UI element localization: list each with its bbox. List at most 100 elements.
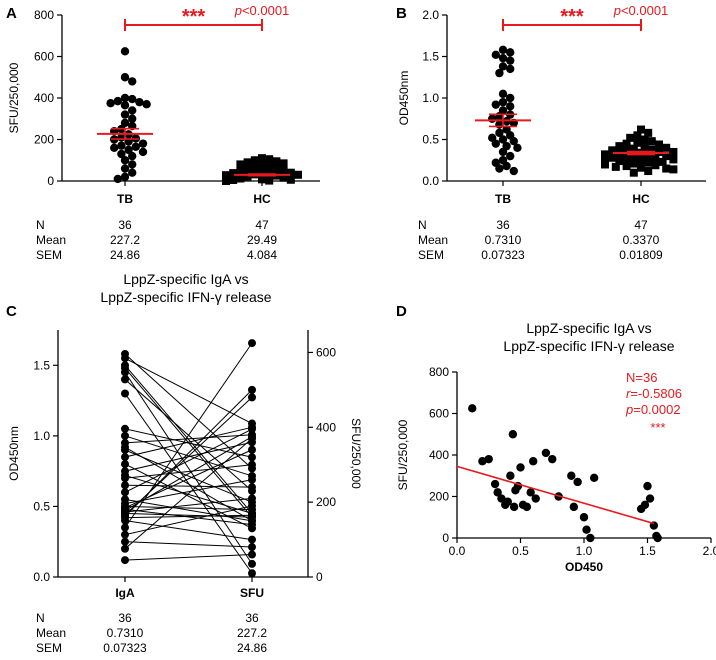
x-tick-label: 1.5	[639, 544, 656, 558]
data-point-circle	[106, 98, 115, 108]
category-label: SFU	[240, 586, 264, 600]
stats-value: 0.07323	[481, 248, 525, 262]
y-tick-label-left: 0.5	[33, 499, 50, 513]
data-point	[589, 473, 599, 483]
y-tick-label: 1.0	[422, 91, 439, 105]
data-point-sfu	[248, 453, 256, 462]
data-point-square	[622, 147, 631, 156]
panel-letter: B	[396, 5, 407, 22]
pair-line	[124, 512, 253, 518]
data-point-square	[647, 137, 656, 146]
data-point-circle	[142, 100, 151, 109]
y-tick-label: 2.0	[422, 8, 439, 22]
pair-line	[124, 464, 253, 479]
data-point-iga	[121, 424, 129, 433]
data-point-square	[662, 164, 671, 173]
data-point-square	[265, 162, 274, 171]
data-point-square	[236, 174, 245, 183]
data-point-circle	[135, 97, 144, 107]
data-point-circle	[498, 135, 508, 144]
y-axis-title-right: SFU/250,000	[349, 418, 363, 489]
data-point-square	[272, 157, 281, 166]
data-point	[531, 494, 540, 503]
data-point	[529, 457, 538, 466]
stats-row-label: SEM	[36, 641, 62, 655]
data-point-circle	[120, 164, 130, 173]
data-point-sfu	[248, 475, 256, 484]
regression-line	[456, 465, 655, 525]
data-point-square	[629, 168, 638, 177]
data-point	[643, 481, 652, 491]
data-point-circle	[117, 141, 126, 150]
stats-value: 24.86	[237, 641, 267, 655]
x-tick-label: 1.0	[576, 544, 593, 558]
x-tick-label: 0.5	[512, 544, 529, 558]
data-point-circle	[120, 101, 130, 110]
data-point-circle	[124, 145, 133, 155]
y-tick-label: 400	[34, 91, 54, 105]
pair-line	[124, 554, 253, 561]
y-axis-title: SFU/250,000	[396, 419, 410, 490]
data-point-square	[644, 167, 653, 176]
data-point-iga	[121, 530, 129, 539]
data-point-sfu	[248, 393, 256, 402]
data-point-iga	[121, 354, 129, 363]
data-point	[478, 457, 487, 466]
data-point-square	[640, 135, 649, 144]
data-point	[569, 502, 579, 512]
data-point-sfu	[248, 483, 256, 492]
data-point-square	[229, 169, 238, 178]
panel-b: B 0.0 0.5 1.0 1.5 2.0 OD450nm TB HC *** p<0.0001 N 3…	[396, 3, 706, 262]
data-point	[567, 471, 576, 480]
annotation-r-value: =-0.5806	[630, 386, 682, 401]
pair-line	[124, 479, 253, 505]
x-axis-title: OD450	[565, 560, 603, 574]
y-tick-label: 400	[429, 448, 449, 462]
data-point-circle	[128, 77, 137, 86]
data-point-iga	[121, 375, 129, 384]
pair-line	[124, 426, 253, 458]
data-point-square	[294, 170, 302, 179]
y-tick-label: 0.0	[422, 174, 439, 188]
y-tick-label: 0	[442, 531, 449, 545]
data-point	[526, 488, 535, 497]
p-symbol: p	[234, 3, 242, 18]
data-point-circle	[509, 136, 518, 146]
data-point-square	[644, 128, 653, 137]
annotation-p-symbol: p	[625, 402, 633, 417]
x-tick-label: 0.0	[449, 544, 466, 558]
data-point-iga	[121, 481, 129, 490]
data-point-sfu	[248, 550, 256, 559]
annotation-n: N=36	[626, 370, 657, 385]
data-point-square	[222, 177, 230, 185]
data-point-sfu	[248, 339, 256, 348]
pair-line	[124, 497, 253, 513]
data-point-circle	[491, 139, 500, 148]
data-point-circle	[138, 147, 148, 157]
data-point-square	[265, 155, 274, 164]
x-tick-label: 2.0	[703, 544, 716, 558]
y-tick-label-right: 400	[316, 420, 336, 434]
data-point-square	[669, 147, 678, 156]
data-point-sfu	[248, 543, 256, 552]
y-tick-label-right: 200	[316, 495, 336, 509]
data-point-circle	[128, 168, 137, 177]
stats-value: 47	[634, 218, 648, 232]
data-point	[508, 430, 518, 439]
stats-value: 227.2	[110, 233, 140, 247]
data-point-iga	[121, 453, 129, 462]
data-point-square	[669, 165, 678, 174]
pair-line	[124, 449, 253, 503]
data-point-circle	[513, 143, 522, 152]
data-point-square	[651, 161, 660, 170]
data-point	[586, 533, 595, 543]
data-point-square	[250, 156, 259, 165]
data-point-circle	[498, 89, 508, 99]
pair-line	[124, 428, 253, 493]
pair-line	[124, 514, 253, 519]
data-point-square	[243, 172, 252, 181]
data-point-iga	[121, 544, 129, 553]
y-tick-label: 200	[34, 133, 54, 147]
data-point-circle	[491, 50, 500, 60]
stats-value: 4.084	[247, 248, 277, 262]
